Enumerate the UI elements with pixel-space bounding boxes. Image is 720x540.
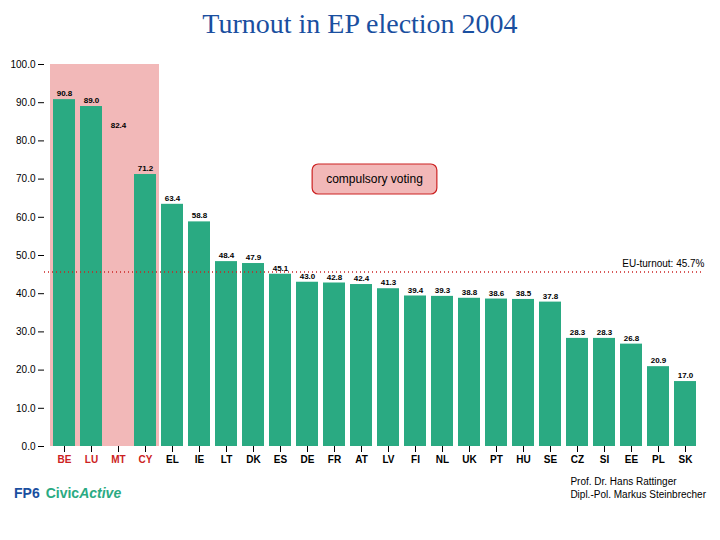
svg-text:38.5: 38.5 — [516, 289, 532, 298]
svg-text:60.0: 60.0 — [16, 212, 36, 223]
svg-text:17.0: 17.0 — [678, 371, 694, 380]
svg-text:EL: EL — [166, 454, 179, 465]
svg-text:BE: BE — [58, 454, 72, 465]
svg-text:DE: DE — [301, 454, 315, 465]
svg-text:89.0: 89.0 — [84, 96, 100, 105]
svg-text:CZ: CZ — [571, 454, 584, 465]
svg-text:28.3: 28.3 — [597, 328, 613, 337]
svg-text:42.8: 42.8 — [327, 273, 343, 282]
svg-text:FR: FR — [328, 454, 342, 465]
svg-text:PT: PT — [490, 454, 503, 465]
svg-text:80.0: 80.0 — [16, 135, 36, 146]
svg-text:SI: SI — [600, 454, 610, 465]
svg-text:LU: LU — [85, 454, 98, 465]
svg-text:48.4: 48.4 — [219, 251, 235, 260]
svg-text:compulsory voting: compulsory voting — [326, 172, 423, 186]
svg-text:26.8: 26.8 — [624, 334, 640, 343]
svg-text:DK: DK — [246, 454, 261, 465]
svg-text:UK: UK — [462, 454, 477, 465]
svg-text:0.0: 0.0 — [22, 441, 36, 452]
svg-text:PL: PL — [652, 454, 665, 465]
svg-text:70.0: 70.0 — [16, 173, 36, 184]
html-text:FP6 Civic Active: FP6 Civic Active — [14, 485, 122, 501]
html-text:Turnout in EP election 2004: Turnout in EP election 2004 — [202, 8, 518, 39]
svg-text:58.8: 58.8 — [192, 211, 208, 220]
svg-text:43.0: 43.0 — [300, 272, 316, 281]
svg-text:AT: AT — [355, 454, 368, 465]
svg-text:90.8: 90.8 — [57, 89, 73, 98]
svg-text:41.3: 41.3 — [381, 278, 397, 287]
svg-text:NL: NL — [436, 454, 449, 465]
svg-text:39.4: 39.4 — [408, 286, 424, 295]
svg-text:63.4: 63.4 — [165, 194, 181, 203]
svg-text:MT: MT — [111, 454, 125, 465]
svg-text:SK: SK — [679, 454, 694, 465]
svg-text:20.9: 20.9 — [651, 356, 667, 365]
svg-text:45.1: 45.1 — [273, 264, 289, 273]
svg-text:40.0: 40.0 — [16, 288, 36, 299]
svg-text:ES: ES — [274, 454, 288, 465]
svg-text:38.6: 38.6 — [489, 289, 505, 298]
svg-text:LT: LT — [221, 454, 232, 465]
svg-text:HU: HU — [516, 454, 530, 465]
svg-text:47.9: 47.9 — [246, 253, 262, 262]
svg-text:SE: SE — [544, 454, 558, 465]
svg-text:50.0: 50.0 — [16, 250, 36, 261]
svg-text:20.0: 20.0 — [16, 364, 36, 375]
svg-text:IE: IE — [195, 454, 205, 465]
svg-text:71.2: 71.2 — [138, 164, 154, 173]
svg-text:FI: FI — [411, 454, 420, 465]
svg-text:28.3: 28.3 — [570, 328, 586, 337]
svg-text:EE: EE — [625, 454, 639, 465]
svg-text:39.3: 39.3 — [435, 286, 451, 295]
svg-text:10.0: 10.0 — [16, 403, 36, 414]
svg-text:CY: CY — [139, 454, 153, 465]
svg-text:EU-turnout: 45.7%: EU-turnout: 45.7% — [622, 258, 704, 269]
svg-text:37.8: 37.8 — [543, 292, 559, 301]
svg-text:LV: LV — [382, 454, 394, 465]
svg-text:100.0: 100.0 — [10, 59, 35, 70]
html-text:Dipl.-Pol. Markus Steinbrecher: Dipl.-Pol. Markus Steinbrecher — [570, 488, 706, 500]
svg-text:30.0: 30.0 — [16, 326, 36, 337]
svg-text:90.0: 90.0 — [16, 97, 36, 108]
html-text:Prof. Dr. Hans Rattinger: Prof. Dr. Hans Rattinger — [570, 476, 677, 487]
svg-text:42.4: 42.4 — [354, 274, 370, 283]
svg-text:38.8: 38.8 — [462, 288, 478, 297]
svg-text:82.4: 82.4 — [111, 121, 127, 130]
